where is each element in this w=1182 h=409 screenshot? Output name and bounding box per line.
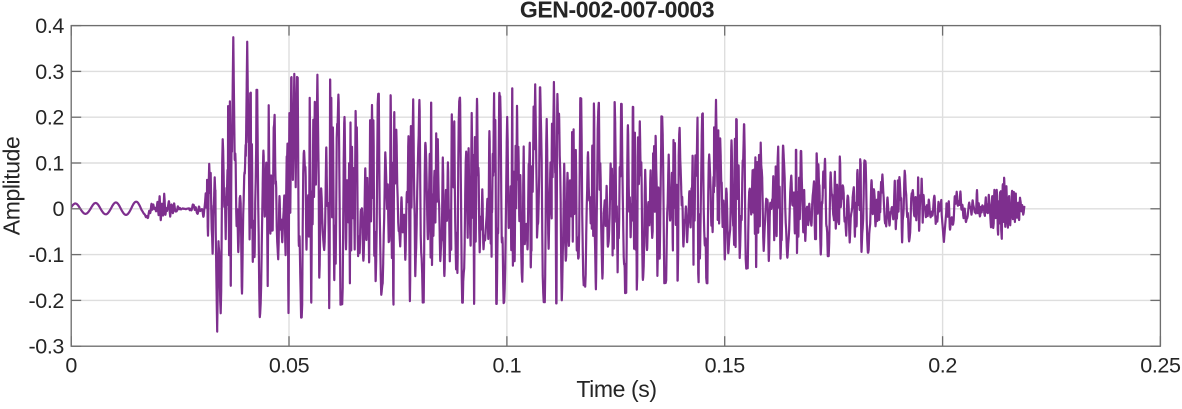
svg-text:GEN-002-007-0003: GEN-002-007-0003 (520, 0, 714, 23)
svg-text:0.2: 0.2 (35, 106, 64, 130)
svg-text:0.1: 0.1 (35, 151, 64, 175)
svg-text:Amplitude: Amplitude (0, 137, 24, 236)
svg-text:0.15: 0.15 (705, 353, 746, 377)
svg-text:0: 0 (65, 353, 77, 377)
svg-text:Time (s): Time (s) (576, 376, 656, 402)
svg-text:0.2: 0.2 (928, 353, 957, 377)
svg-text:0.25: 0.25 (1140, 353, 1181, 377)
svg-text:0: 0 (52, 197, 64, 221)
svg-text:0.3: 0.3 (35, 60, 64, 84)
svg-text:0.4: 0.4 (35, 14, 64, 38)
svg-text:0.1: 0.1 (493, 353, 522, 377)
svg-text:-0.3: -0.3 (29, 335, 65, 359)
svg-text:0.05: 0.05 (269, 353, 310, 377)
svg-text:-0.1: -0.1 (29, 243, 64, 267)
svg-text:-0.2: -0.2 (29, 289, 64, 313)
